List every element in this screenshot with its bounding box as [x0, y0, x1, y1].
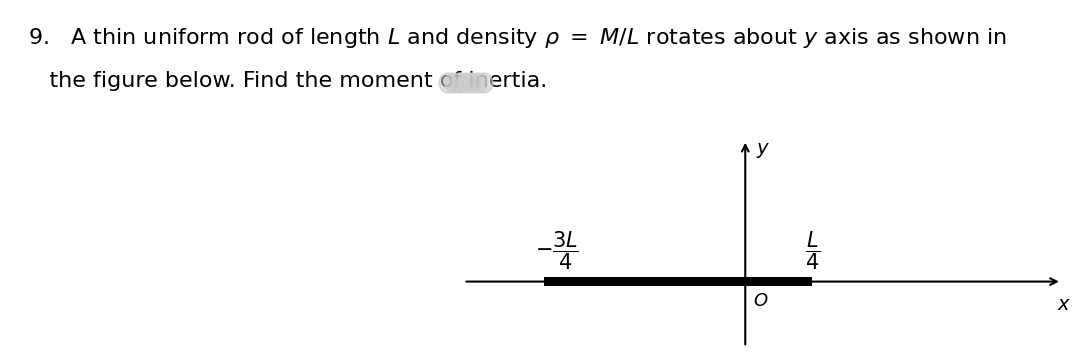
Ellipse shape	[475, 73, 493, 93]
Text: $y$: $y$	[756, 141, 771, 160]
Ellipse shape	[462, 73, 481, 93]
Text: $-\dfrac{3L}{4}$: $-\dfrac{3L}{4}$	[536, 229, 579, 272]
Text: $O$: $O$	[754, 292, 769, 310]
Text: $x$: $x$	[1058, 295, 1072, 314]
Text: $\dfrac{L}{4}$: $\dfrac{L}{4}$	[804, 229, 820, 272]
Bar	[544, 277, 813, 286]
Ellipse shape	[469, 73, 487, 93]
Text: the figure below. Find the moment of inertia.: the figure below. Find the moment of ine…	[28, 71, 548, 91]
Ellipse shape	[451, 73, 469, 93]
Ellipse shape	[445, 73, 462, 93]
Text: 9.   A thin uniform rod of length $L$ and density $\rho$ $=$ $M/L$ rotates about: 9. A thin uniform rod of length $L$ and …	[28, 26, 1007, 50]
Ellipse shape	[439, 73, 457, 93]
Ellipse shape	[457, 73, 475, 93]
